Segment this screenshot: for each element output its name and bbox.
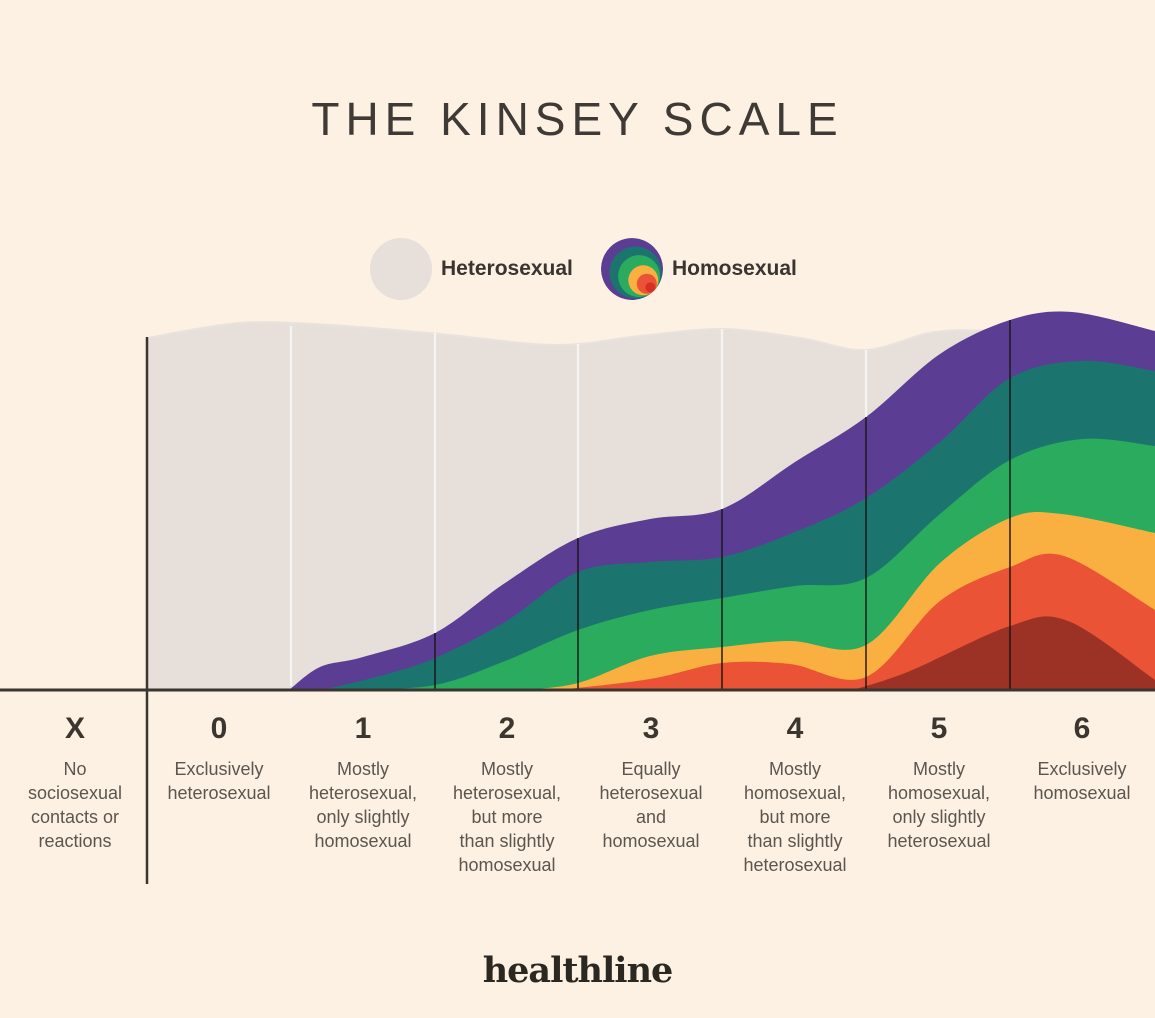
category-column-2: 2 Mostly heterosexual, but more than slig… <box>432 714 582 878</box>
category-value: 3 <box>642 712 660 745</box>
category-description: Equally heterosexual and homosexual <box>599 759 703 851</box>
legend-label-heterosexual: Heterosexual <box>441 257 573 280</box>
chart-areas <box>147 311 1155 690</box>
category-column-3: 3 Equally heterosexual and homosexual <box>576 714 726 854</box>
category-value: 1 <box>354 712 372 745</box>
category-description: Mostly heterosexual, but more than sligh… <box>452 759 562 875</box>
category-description: Mostly heterosexual, only slightly homos… <box>308 759 418 851</box>
legend-item-heterosexual: Heterosexual <box>370 238 573 300</box>
heterosexual-circle-icon <box>370 238 432 300</box>
category-value: 0 <box>210 712 228 745</box>
category-column-6: 6 Exclusively homosexual <box>1007 714 1155 806</box>
homosexual-band-dark-red <box>853 616 1155 690</box>
category-column-0: 0 Exclusively heterosexual <box>144 714 294 806</box>
category-description: Exclusively heterosexual <box>167 759 271 803</box>
category-value: X <box>64 712 85 745</box>
kinsey-scale-area-chart <box>0 311 1155 884</box>
category-description: Exclusively homosexual <box>1033 759 1131 803</box>
category-column-1: 1 Mostly heterosexual, only slightly homo… <box>288 714 438 854</box>
homosexual-rainbow-circle-icon <box>601 238 663 300</box>
category-description: Mostly homosexual, only slightly heteros… <box>887 759 991 851</box>
category-column-5: 5 Mostly homosexual, only slightly hetero… <box>864 714 1014 854</box>
category-value: 5 <box>930 712 948 745</box>
category-value: 4 <box>786 712 804 745</box>
category-column-4: 4 Mostly homosexual, but more than slight… <box>720 714 870 878</box>
legend-item-homosexual: Homosexual <box>601 238 797 300</box>
heterosexual-area-top-edge <box>147 321 1155 352</box>
category-value: 2 <box>498 712 516 745</box>
rainbow-ring-5 <box>645 282 656 293</box>
page-title: THE KINSEY SCALE <box>311 93 844 145</box>
category-value: 6 <box>1073 712 1091 745</box>
category-column-X: X No sociosexual contacts or reactions <box>0 714 150 854</box>
healthline-logo: healthline <box>482 950 674 991</box>
category-description: Mostly homosexual, but more than slightl… <box>743 759 847 875</box>
category-description: No sociosexual contacts or reactions <box>27 759 123 851</box>
legend-label-homosexual: Homosexual <box>672 257 797 280</box>
